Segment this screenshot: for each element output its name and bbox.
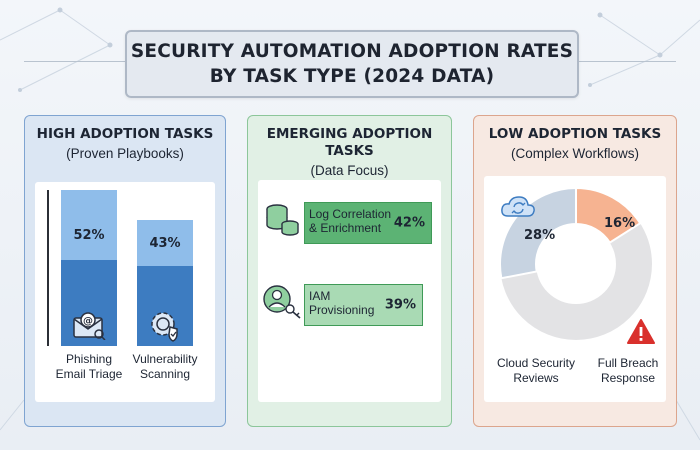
cloud-sync-icon	[501, 196, 535, 217]
user-key-icon	[263, 285, 301, 319]
hbar-log-correlation-value: 42%	[393, 215, 425, 231]
high-adoption-panel: HIGH ADOPTION TASKS (Proven Playbooks) 5…	[24, 115, 226, 427]
bar-vulnerability-value: 43%	[149, 236, 181, 251]
email-at-icon: @	[73, 312, 106, 340]
high-chart-area: 52% @ 43% Phishing Email Triage Vulner	[35, 182, 215, 402]
donut-chart	[499, 186, 652, 340]
donut-cloud-label: Cloud Security Reviews	[496, 356, 576, 385]
svg-text:@: @	[83, 316, 93, 327]
title-rule-right	[575, 61, 676, 62]
bar-phishing-value: 52%	[73, 228, 105, 243]
bar-phishing-label: Phishing Email Triage	[55, 352, 123, 381]
low-chart-area: 28% 16% Cloud Security Reviews Full Brea…	[484, 176, 666, 402]
emerging-chart-area: Log Correlation & Enrichment 42% IAM Pro…	[258, 180, 441, 402]
emerging-panel-heading: EMERGING ADOPTION TASKS	[266, 126, 433, 159]
donut-slice-cloud-security	[499, 186, 577, 280]
emerging-adoption-panel: EMERGING ADOPTION TASKS (Data Focus) Log…	[247, 115, 452, 427]
title-box: SECURITY AUTOMATION ADOPTION RATES BY TA…	[125, 30, 579, 98]
hbar-iam-provisioning-label: IAM Provisioning	[309, 289, 375, 317]
bar-vulnerability: 43%	[137, 220, 193, 346]
donut-breach-value: 16%	[604, 216, 636, 231]
low-adoption-panel: LOW ADOPTION TASKS (Complex Workflows) 2…	[473, 115, 677, 427]
low-panel-subheading: (Complex Workflows)	[510, 146, 640, 161]
hbar-log-correlation-label: Log Correlation & Enrichment	[309, 207, 392, 235]
bar-phishing: 52% @	[61, 190, 117, 346]
hbar-iam-provisioning: IAM Provisioning 39%	[304, 284, 423, 326]
low-panel-heading: LOW ADOPTION TASKS	[488, 126, 662, 142]
high-chart-axis	[47, 190, 49, 346]
hbar-log-correlation: Log Correlation & Enrichment 42%	[304, 202, 432, 244]
donut-slice-full-breach	[575, 186, 642, 244]
gear-shield-icon	[151, 312, 178, 342]
high-panel-subheading: (Proven Playbooks)	[66, 146, 184, 161]
title-rule-left	[24, 61, 125, 62]
bar-vulnerability-label: Vulnerability Scanning	[132, 352, 198, 381]
database-icon	[266, 204, 299, 236]
donut-cloud-value: 28%	[524, 228, 556, 243]
hbar-iam-provisioning-value: 39%	[384, 297, 416, 313]
high-panel-heading: HIGH ADOPTION TASKS	[36, 126, 214, 142]
donut-breach-label: Full Breach Response	[597, 356, 659, 385]
warning-icon	[627, 319, 655, 344]
page-title: SECURITY AUTOMATION ADOPTION RATES BY TA…	[130, 41, 574, 87]
emerging-panel-subheading: (Data Focus)	[310, 163, 389, 178]
